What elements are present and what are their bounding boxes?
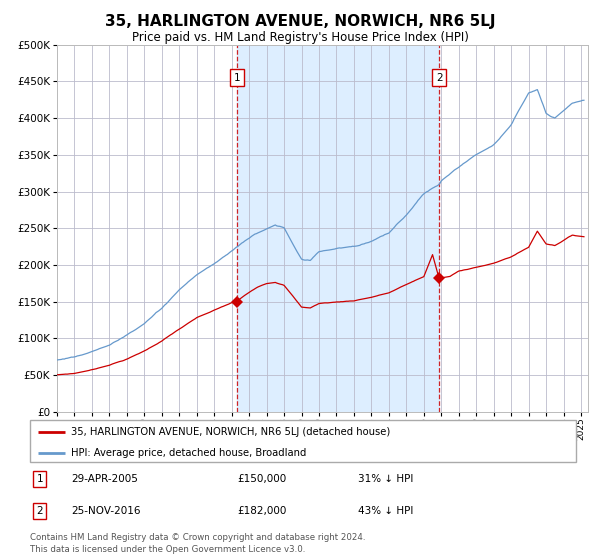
Text: 43% ↓ HPI: 43% ↓ HPI (358, 506, 413, 516)
FancyBboxPatch shape (30, 420, 576, 462)
Text: 1: 1 (37, 474, 43, 484)
Text: Price paid vs. HM Land Registry's House Price Index (HPI): Price paid vs. HM Land Registry's House … (131, 31, 469, 44)
Text: 35, HARLINGTON AVENUE, NORWICH, NR6 5LJ (detached house): 35, HARLINGTON AVENUE, NORWICH, NR6 5LJ … (71, 427, 390, 437)
Text: 25-NOV-2016: 25-NOV-2016 (71, 506, 140, 516)
Text: 35, HARLINGTON AVENUE, NORWICH, NR6 5LJ: 35, HARLINGTON AVENUE, NORWICH, NR6 5LJ (105, 14, 495, 29)
Text: £182,000: £182,000 (238, 506, 287, 516)
Text: 29-APR-2005: 29-APR-2005 (71, 474, 138, 484)
Bar (237, 45, 439, 412)
Text: 2: 2 (436, 73, 442, 83)
Text: 1: 1 (233, 73, 240, 83)
Text: 31% ↓ HPI: 31% ↓ HPI (358, 474, 413, 484)
Text: HPI: Average price, detached house, Broadland: HPI: Average price, detached house, Broa… (71, 448, 307, 458)
Text: Contains HM Land Registry data © Crown copyright and database right 2024.
This d: Contains HM Land Registry data © Crown c… (30, 533, 365, 554)
Text: £150,000: £150,000 (238, 474, 287, 484)
Text: 2: 2 (37, 506, 43, 516)
